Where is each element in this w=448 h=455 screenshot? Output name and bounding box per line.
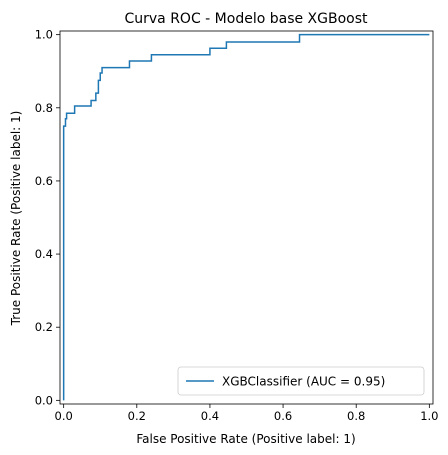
- legend-label-0: XGBClassifier (AUC = 0.95): [222, 375, 385, 389]
- plot-frame: [59, 30, 434, 405]
- roc-curve-line-0: [62, 33, 430, 401]
- x-tick-label-3: 0.6: [274, 409, 292, 423]
- y-tick-label-4: 0.8: [35, 101, 53, 115]
- x-axis-label: False Positive Rate (Positive label: 1): [136, 432, 355, 446]
- y-tick-label-1: 0.2: [35, 320, 53, 334]
- x-tick-label-0: 0.0: [55, 409, 73, 423]
- y-tick-label-2: 0.4: [35, 247, 53, 261]
- chart-title: Curva ROC - Modelo base XGBoost: [124, 11, 368, 27]
- y-tick-label-5: 1.0: [35, 28, 53, 42]
- x-tick-label-5: 1.0: [420, 409, 438, 423]
- y-tick-label-0: 0.0: [35, 393, 53, 407]
- y-tick-label-3: 0.6: [35, 174, 53, 188]
- plot-area: 0.0 0.2 0.4 0.6 0.8 1.0 0.0 0.2 0.4 0.6 0.8 1.0 XGBC…: [35, 28, 439, 423]
- x-tick-label-2: 0.4: [201, 409, 219, 423]
- x-tick-label-1: 0.2: [128, 409, 146, 423]
- legend-box: [177, 366, 425, 396]
- y-axis-label: True Positive Rate (Positive label: 1): [9, 111, 23, 327]
- x-tick-label-4: 0.8: [347, 409, 365, 423]
